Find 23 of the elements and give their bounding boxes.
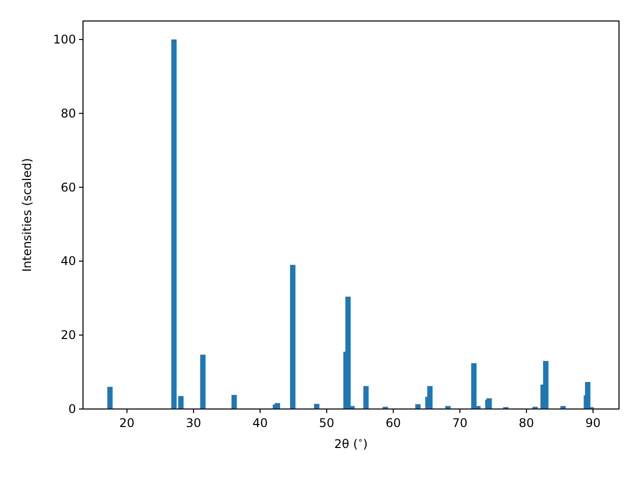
bar (107, 386, 113, 409)
x-tick-label: 60 (386, 416, 401, 430)
y-tick-label: 80 (60, 106, 76, 120)
x-tick-label: 20 (119, 416, 135, 430)
x-tick-label: 90 (585, 416, 601, 430)
x-tick-label: 70 (452, 416, 468, 430)
x-axis-title: 2θ ($^{∘}$) (334, 435, 368, 451)
bar (363, 386, 369, 409)
bar (231, 394, 237, 409)
x-tick-label: 80 (518, 416, 534, 430)
bar (200, 354, 206, 409)
x-tick-label: 50 (319, 416, 334, 430)
bar (290, 264, 296, 409)
y-tick-label: 40 (60, 254, 76, 268)
y-tick-label: 0 (68, 402, 76, 416)
x-tick-label: 30 (186, 416, 202, 430)
y-tick-label: 60 (60, 180, 76, 194)
bar (471, 363, 477, 409)
bar (314, 404, 320, 409)
x-tick-label: 40 (252, 416, 268, 430)
y-tick-label: 20 (60, 328, 76, 342)
y-axis-title: Intensities (scaled) (20, 158, 34, 272)
y-tick-label: 100 (53, 32, 76, 46)
